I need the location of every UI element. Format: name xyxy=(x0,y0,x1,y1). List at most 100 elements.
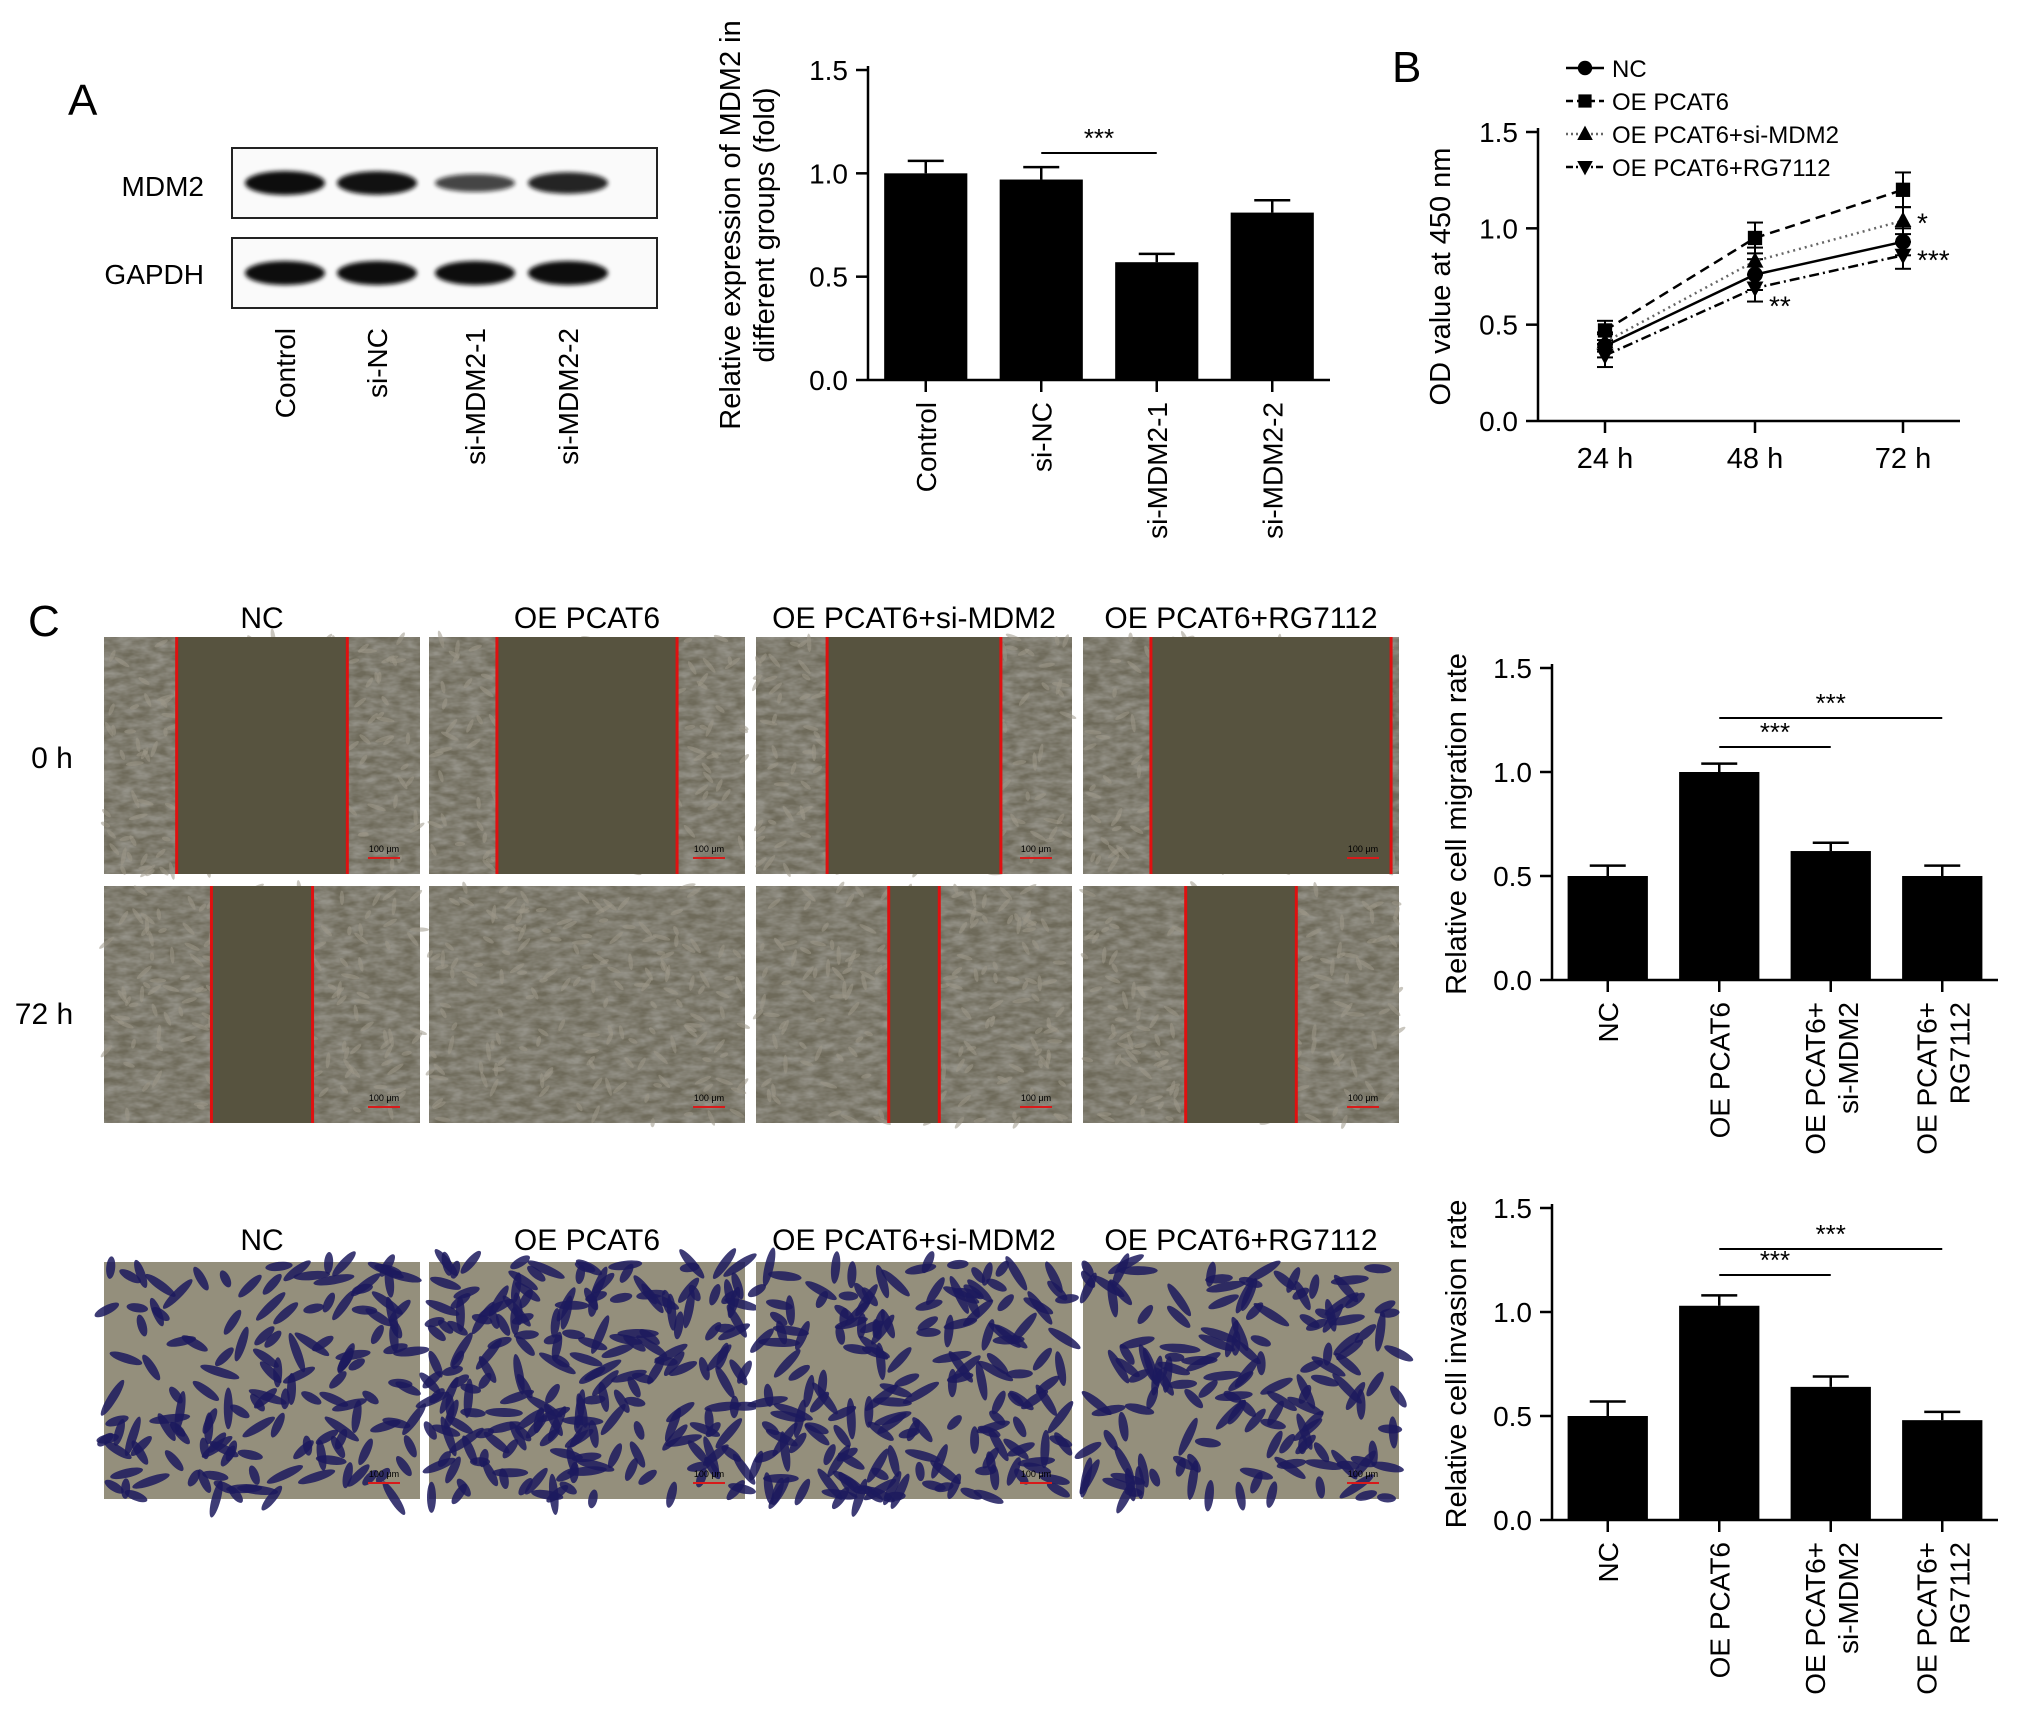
cell xyxy=(812,765,823,774)
cell xyxy=(1129,1095,1138,1106)
cell xyxy=(1194,1437,1221,1448)
cell xyxy=(861,1073,872,1079)
cell xyxy=(1084,929,1097,941)
bar xyxy=(999,179,1083,380)
cell xyxy=(843,1344,872,1355)
cell xyxy=(763,1383,774,1407)
cell xyxy=(921,1251,935,1274)
cell xyxy=(599,958,609,966)
cell xyxy=(1260,1418,1286,1430)
cell xyxy=(591,1315,610,1354)
cell xyxy=(396,632,405,646)
cell xyxy=(761,967,768,978)
significance-label: ** xyxy=(1769,291,1791,322)
cell xyxy=(793,1399,806,1438)
cell xyxy=(365,677,374,688)
cell xyxy=(94,1302,120,1318)
cell xyxy=(695,784,709,795)
cell xyxy=(981,1319,995,1351)
cell xyxy=(151,1306,170,1322)
cell xyxy=(478,1356,497,1383)
cell xyxy=(1163,1005,1179,1017)
cell xyxy=(1313,1442,1330,1463)
cell xyxy=(446,1416,474,1434)
cell xyxy=(108,703,115,716)
cell xyxy=(719,1052,729,1058)
cell xyxy=(556,918,573,926)
cell xyxy=(439,1002,452,1008)
cell xyxy=(1297,908,1310,917)
cell xyxy=(254,1326,275,1346)
cell xyxy=(1027,1291,1053,1325)
cell xyxy=(347,926,352,936)
cell xyxy=(1311,1356,1346,1377)
cell xyxy=(1130,713,1136,733)
cell xyxy=(1239,1467,1274,1480)
cell xyxy=(624,1457,638,1481)
cell xyxy=(438,770,444,783)
cell xyxy=(1110,1024,1116,1036)
cell xyxy=(1378,1008,1390,1015)
cell xyxy=(149,952,155,961)
cell xyxy=(198,903,207,912)
cell xyxy=(705,719,714,737)
cell xyxy=(131,790,140,808)
cell xyxy=(1081,1057,1094,1063)
cell xyxy=(773,1349,801,1378)
cell xyxy=(476,715,483,725)
cell xyxy=(755,857,767,868)
cell xyxy=(658,1074,671,1088)
cell xyxy=(348,658,360,664)
cell xyxy=(140,853,148,866)
cell xyxy=(763,1472,774,1505)
cell xyxy=(164,802,177,810)
legend-label: NC xyxy=(1612,56,1647,83)
cell xyxy=(1394,905,1400,920)
cell xyxy=(1011,818,1026,825)
cell xyxy=(833,1424,851,1448)
cell xyxy=(715,705,725,713)
y-tick-label: 0.5 xyxy=(1493,861,1532,892)
cell xyxy=(213,1480,237,1494)
cell xyxy=(1371,1030,1377,1050)
cell xyxy=(362,1390,379,1405)
cell xyxy=(409,1028,428,1035)
cell xyxy=(642,935,657,943)
cell xyxy=(536,1406,571,1423)
cell xyxy=(336,981,342,999)
cell xyxy=(754,819,764,832)
cell xyxy=(209,1480,223,1518)
cell xyxy=(628,953,633,970)
cell xyxy=(1138,1344,1155,1382)
cell xyxy=(509,1421,527,1451)
cell xyxy=(123,1061,135,1068)
cell xyxy=(684,724,696,730)
cell xyxy=(622,924,636,930)
cell xyxy=(395,1456,412,1477)
micrograph-group-label: NC xyxy=(240,1224,283,1257)
cell xyxy=(686,887,701,898)
micrograph-migration: 100 μm xyxy=(100,628,425,880)
cell xyxy=(771,1083,776,1098)
cell xyxy=(1392,915,1400,926)
cell xyxy=(524,1467,548,1495)
cell xyxy=(1238,1276,1263,1288)
x-tick-label-line: RG7112 xyxy=(1944,1002,1975,1104)
cell xyxy=(234,1326,249,1362)
cell xyxy=(666,1481,678,1508)
cell xyxy=(706,1344,732,1372)
cell xyxy=(480,1071,488,1088)
cell xyxy=(1341,1115,1348,1129)
cell xyxy=(991,1390,1006,1415)
cell xyxy=(1115,808,1123,821)
cell xyxy=(1119,1344,1135,1365)
cell xyxy=(192,1380,220,1401)
cell xyxy=(1329,958,1335,977)
cell xyxy=(170,1422,186,1437)
cell xyxy=(1079,888,1096,897)
cell xyxy=(1115,1357,1140,1378)
cell xyxy=(1127,1033,1134,1050)
cell xyxy=(128,1002,139,1008)
cell xyxy=(365,1308,392,1327)
cell xyxy=(1313,974,1333,981)
